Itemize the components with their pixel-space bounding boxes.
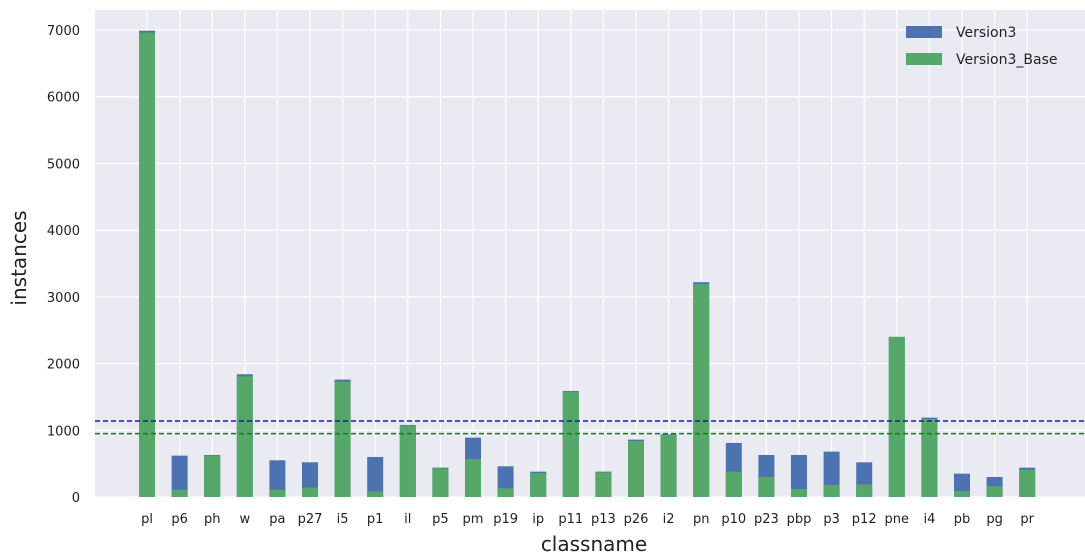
bar-version3 (171, 455, 188, 497)
bar-version3-base (432, 468, 449, 497)
x-tick-label: pa (269, 512, 285, 527)
bar-version3-base (791, 488, 807, 497)
bar-version3-base (628, 440, 644, 497)
legend-swatch-version3-base (906, 53, 942, 65)
bar-version3 (269, 460, 286, 497)
x-tick-label: p1 (367, 512, 384, 527)
x-tick-label: ip (532, 512, 544, 527)
y-tick-labels: 0 1000 2000 3000 4000 5000 6000 7000 (47, 24, 80, 506)
plot-background (95, 10, 1085, 497)
x-tick-labels: pl p6 ph w pa p27 i5 p1 il p5 pm p19 ip p11 p13 p26 i2 pn… (141, 512, 1035, 527)
bar-version3-base (465, 458, 481, 497)
x-tick-label: pl (141, 512, 153, 527)
bar-version3-base (334, 381, 351, 497)
bar-version3 (791, 454, 807, 497)
bar-version3-base (954, 490, 970, 497)
x-tick-label: pne (885, 512, 910, 527)
x-tick-label: pm (463, 512, 484, 527)
x-tick-label: pr (1020, 512, 1034, 527)
y-tick-label: 0 (72, 491, 80, 506)
x-tick-label: pbp (787, 512, 812, 527)
y-tick-label: 1000 (47, 424, 80, 439)
bar-version3-base (139, 32, 155, 497)
legend: Version3 Version3_Base (906, 25, 1057, 68)
bar-version3-base (888, 336, 905, 497)
x-tick-label: p11 (558, 512, 583, 527)
x-tick-label: p13 (591, 512, 616, 527)
bar-version3-base (856, 484, 873, 497)
bar-version3-base (1019, 469, 1036, 497)
reference-lines (95, 420, 1085, 435)
bar-version3-base (204, 455, 221, 497)
bar-version3-base (530, 472, 547, 497)
x-tick-label: p10 (721, 512, 746, 527)
x-tick-label: p23 (754, 512, 779, 527)
bar-version3-base (367, 491, 384, 497)
y-tick-label: 2000 (47, 358, 80, 373)
y-tick-label: 3000 (47, 291, 80, 306)
bar-version3-base (497, 488, 514, 497)
x-tick-label: pb (954, 512, 971, 527)
bar-version3-base (660, 434, 677, 497)
x-tick-label: p19 (493, 512, 518, 527)
x-tick-label: w (239, 512, 250, 527)
x-tick-label: p27 (298, 512, 323, 527)
x-tick-label: i4 (923, 512, 935, 527)
x-tick-label: i2 (663, 512, 675, 527)
bar-version3-base (921, 418, 938, 497)
x-tick-label: p3 (823, 512, 840, 527)
bar-version3-base (693, 284, 710, 497)
y-tick-label: 6000 (47, 91, 80, 106)
bar-version3-base (758, 476, 775, 497)
y-axis-label: instances (7, 210, 31, 305)
legend-swatch-version3 (906, 26, 942, 38)
x-tick-label: i5 (337, 512, 349, 527)
bar-version3-base (986, 486, 1003, 497)
legend-label-version3-base: Version3_Base (956, 52, 1057, 68)
x-tick-label: p5 (432, 512, 449, 527)
bar-version3-base (595, 472, 612, 497)
bar-version3-base (236, 376, 253, 497)
x-tick-label: p12 (852, 512, 877, 527)
bar-version3-base (725, 471, 742, 497)
x-tick-label: p26 (624, 512, 649, 527)
legend-label-version3: Version3 (956, 25, 1016, 41)
x-tick-label: pn (693, 512, 710, 527)
bar-version3-base (302, 487, 318, 497)
bar-version3-base (562, 391, 579, 497)
bar-version3-base (823, 484, 840, 497)
y-tick-label: 4000 (47, 224, 80, 239)
bar-version3-base (269, 489, 286, 497)
x-tick-label: p6 (171, 512, 188, 527)
x-tick-label: il (404, 512, 411, 527)
x-tick-label: ph (204, 512, 221, 527)
x-axis-label: classname (541, 532, 647, 556)
series-version3-base-bars (139, 32, 1036, 497)
bar-version3-base (171, 489, 188, 497)
bar-version3-base (399, 425, 416, 497)
bar-version3 (367, 456, 384, 497)
x-tick-label: pg (986, 512, 1003, 527)
y-tick-label: 5000 (47, 157, 80, 172)
y-tick-label: 7000 (47, 24, 80, 39)
